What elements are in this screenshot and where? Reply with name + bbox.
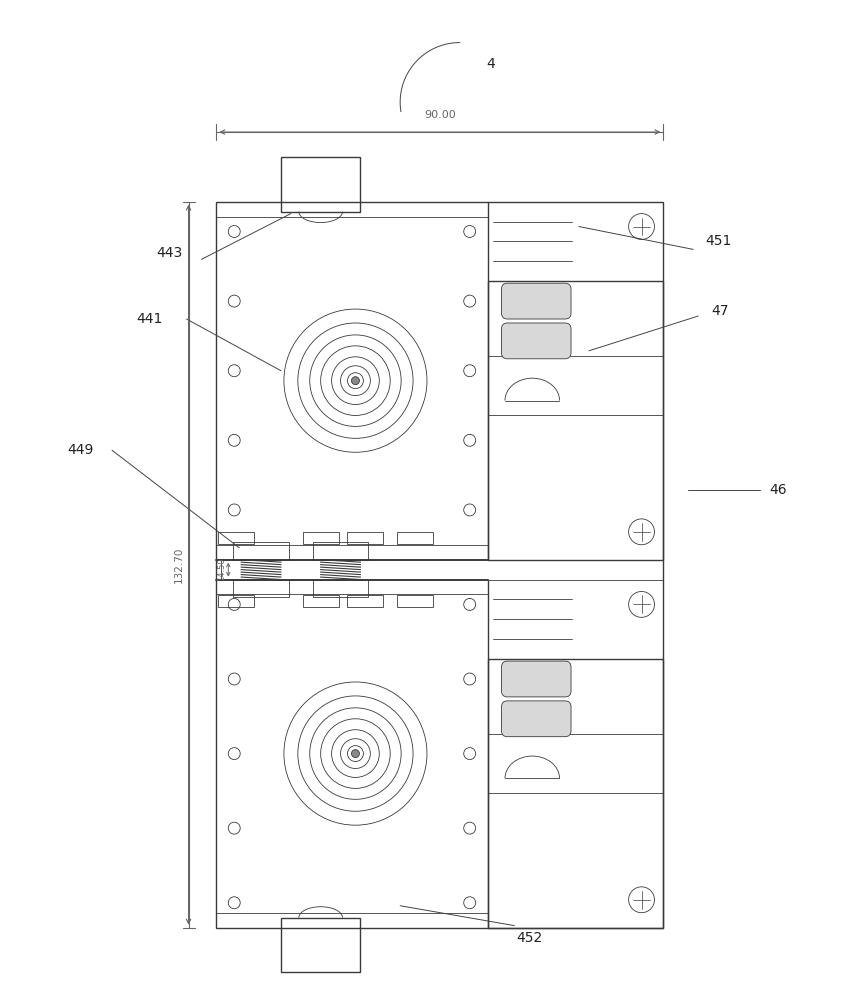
Bar [312,542,368,560]
Bar [347,595,383,607]
Text: 132.70: 132.70 [173,546,183,583]
Bar [397,532,432,544]
Bar [487,580,663,659]
Bar [487,281,663,560]
Text: 441: 441 [137,312,163,326]
Text: 452: 452 [516,931,542,945]
Text: 90.00: 90.00 [424,110,455,120]
Bar [216,202,663,928]
Text: 4: 4 [486,57,495,71]
Text: 46: 46 [768,483,786,497]
Bar [218,532,254,544]
Text: 14.50: 14.50 [217,558,226,581]
Bar [280,157,360,212]
Bar [218,595,254,607]
Bar [302,532,338,544]
Bar [397,595,432,607]
FancyBboxPatch shape [500,701,571,737]
Bar [233,542,289,560]
Bar [302,595,338,607]
Text: 451: 451 [704,234,730,248]
FancyBboxPatch shape [500,283,571,319]
Bar [233,580,289,597]
Text: 449: 449 [67,443,94,457]
Circle shape [351,377,359,385]
Bar [487,659,663,928]
Bar [280,918,360,972]
FancyBboxPatch shape [500,323,571,359]
Circle shape [351,750,359,758]
Text: 443: 443 [156,246,182,260]
Bar [347,532,383,544]
Bar [312,580,368,597]
Text: 47: 47 [711,304,728,318]
FancyBboxPatch shape [500,661,571,697]
Bar [487,202,663,281]
